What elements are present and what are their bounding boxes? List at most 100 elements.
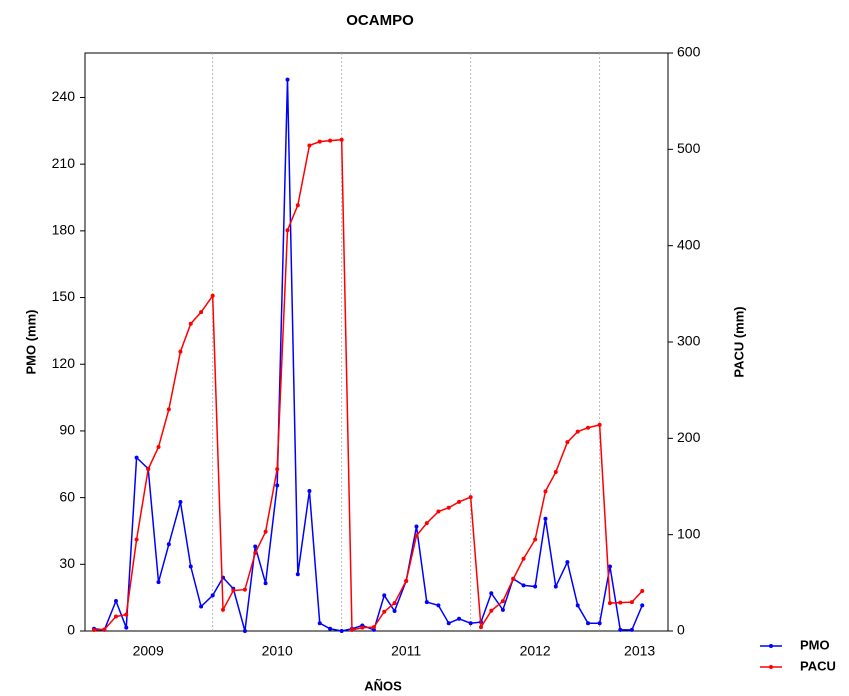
series xyxy=(92,77,645,633)
point xyxy=(500,607,505,612)
point xyxy=(446,505,451,510)
point xyxy=(446,621,451,626)
point xyxy=(156,445,161,450)
point xyxy=(629,600,634,605)
point xyxy=(166,542,171,547)
point xyxy=(285,77,290,82)
legend-marker xyxy=(769,644,773,648)
y-tick-label: 180 xyxy=(52,222,76,238)
point xyxy=(307,143,312,148)
plot-frame xyxy=(84,52,669,632)
point xyxy=(178,349,183,354)
y2-tick-label: 300 xyxy=(677,333,701,349)
point xyxy=(618,627,623,632)
point xyxy=(156,580,161,585)
point xyxy=(295,572,300,577)
y-tick-label: 150 xyxy=(52,288,76,304)
x-axis-label: AÑOS xyxy=(364,678,402,693)
x-tick-label: 2011 xyxy=(391,643,421,659)
point xyxy=(253,544,258,549)
point xyxy=(166,407,171,412)
point xyxy=(586,425,591,430)
point xyxy=(285,228,290,233)
point xyxy=(371,627,376,632)
point xyxy=(607,601,612,606)
y2-tick-label: 400 xyxy=(677,236,701,252)
point xyxy=(188,564,193,569)
point xyxy=(317,621,322,626)
point xyxy=(178,500,183,505)
point xyxy=(618,600,623,605)
point xyxy=(392,601,397,606)
point xyxy=(404,578,409,583)
point xyxy=(210,293,215,298)
point xyxy=(565,560,570,565)
point xyxy=(231,588,236,593)
series-line xyxy=(93,79,643,632)
point xyxy=(543,489,548,494)
point xyxy=(339,137,344,142)
point xyxy=(586,621,591,626)
y-tick-label: 210 xyxy=(52,155,76,171)
y2-tick-label: 200 xyxy=(677,429,701,445)
point xyxy=(597,621,602,626)
point xyxy=(124,625,129,630)
y2-axis-label: PACU (mm) xyxy=(731,306,746,377)
point xyxy=(629,627,634,632)
point xyxy=(607,564,612,569)
point xyxy=(328,138,333,143)
point xyxy=(489,608,494,613)
series xyxy=(92,137,645,633)
chart-title: OCAMPO xyxy=(346,12,414,29)
point xyxy=(553,584,558,589)
point xyxy=(382,609,387,614)
point xyxy=(295,203,300,208)
point xyxy=(317,139,322,144)
point xyxy=(199,310,204,315)
point xyxy=(521,556,526,561)
point xyxy=(263,529,268,534)
point xyxy=(199,604,204,609)
point xyxy=(436,509,441,514)
point xyxy=(533,537,538,542)
y-tick-label: 0 xyxy=(67,622,75,638)
point xyxy=(263,581,268,586)
point xyxy=(188,321,193,326)
point xyxy=(575,429,580,434)
point xyxy=(392,608,397,613)
point xyxy=(468,621,473,626)
y2-tick-label: 100 xyxy=(677,525,701,541)
point xyxy=(349,628,354,633)
point xyxy=(113,598,118,603)
point xyxy=(275,467,280,472)
point xyxy=(339,629,344,633)
point xyxy=(221,607,226,612)
x-tick-label: 2009 xyxy=(133,643,164,659)
point xyxy=(102,627,107,632)
point xyxy=(597,422,602,427)
point xyxy=(113,614,118,619)
point xyxy=(533,584,538,589)
y-axis-label: PMO (mm) xyxy=(23,310,38,375)
x-tick-label: 2012 xyxy=(520,643,551,659)
point xyxy=(242,629,247,633)
y-tick-label: 60 xyxy=(59,488,75,504)
point xyxy=(500,599,505,604)
point xyxy=(511,576,516,581)
point xyxy=(371,625,376,630)
point xyxy=(424,521,429,526)
point xyxy=(565,440,570,445)
point xyxy=(360,625,365,630)
point xyxy=(92,628,97,633)
point xyxy=(414,524,419,529)
point xyxy=(382,593,387,598)
point xyxy=(146,467,151,472)
x-tick-label: 2010 xyxy=(262,643,293,659)
point xyxy=(640,589,645,594)
point xyxy=(478,625,483,630)
point xyxy=(253,550,258,555)
point xyxy=(307,488,312,493)
y-tick-label: 240 xyxy=(52,88,76,104)
point xyxy=(242,587,247,592)
point xyxy=(489,591,494,596)
